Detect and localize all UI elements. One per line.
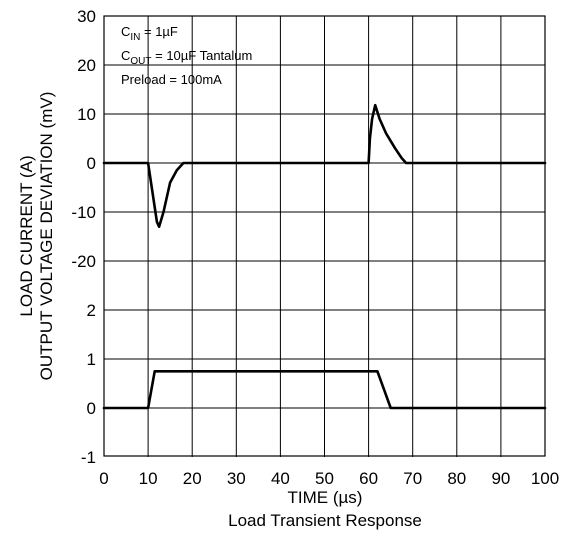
x-tick-label: 40 [271,469,290,488]
x-tick-label: 0 [99,469,108,488]
plot-frame [103,15,546,457]
traces [102,103,547,410]
x-tick-label: 50 [315,469,334,488]
annotation-box: CIN = 1µF COUT = 10µF Tantalum Preload =… [121,24,252,87]
y-tick-label: 2 [87,301,96,320]
x-tick-label: 90 [491,469,510,488]
y-tick-label: 0 [87,154,96,173]
y-tick-label: 10 [77,105,96,124]
y-tick-label: 1 [87,350,96,369]
chart-title: Load Transient Response [228,511,422,530]
x-tick-label: 100 [531,469,559,488]
x-tick-label: 20 [183,469,202,488]
voltage-deviation-trace [102,103,547,228]
y-tick-label: -20 [71,252,96,271]
x-tick-label: 60 [359,469,378,488]
y-tick-label: -1 [81,448,96,467]
x-tick-label: 10 [139,469,158,488]
annotation-preload: Preload = 100mA [121,72,222,87]
y-axis-title-load-current: LOAD CURRENT (A) [17,155,36,316]
annotation-cout: COUT = 10µF Tantalum [121,48,252,67]
y-tick-label: 20 [77,56,96,75]
grid [104,16,545,457]
annotation-cin: CIN = 1µF [121,24,178,43]
x-tick-labels: 0 10 20 30 40 50 60 70 80 90 100 [99,469,559,488]
x-tick-label: 80 [447,469,466,488]
y-tick-label: 0 [87,399,96,418]
x-tick-label: 30 [227,469,246,488]
y-axis-title-voltage-deviation: OUTPUT VOLTAGE DEVIATION (mV) [37,92,56,381]
x-axis-title: TIME (µs) [288,488,363,507]
load-current-trace [102,369,547,410]
y-tick-label: -10 [71,203,96,222]
y-tick-label: 30 [77,7,96,26]
x-tick-label: 70 [403,469,422,488]
